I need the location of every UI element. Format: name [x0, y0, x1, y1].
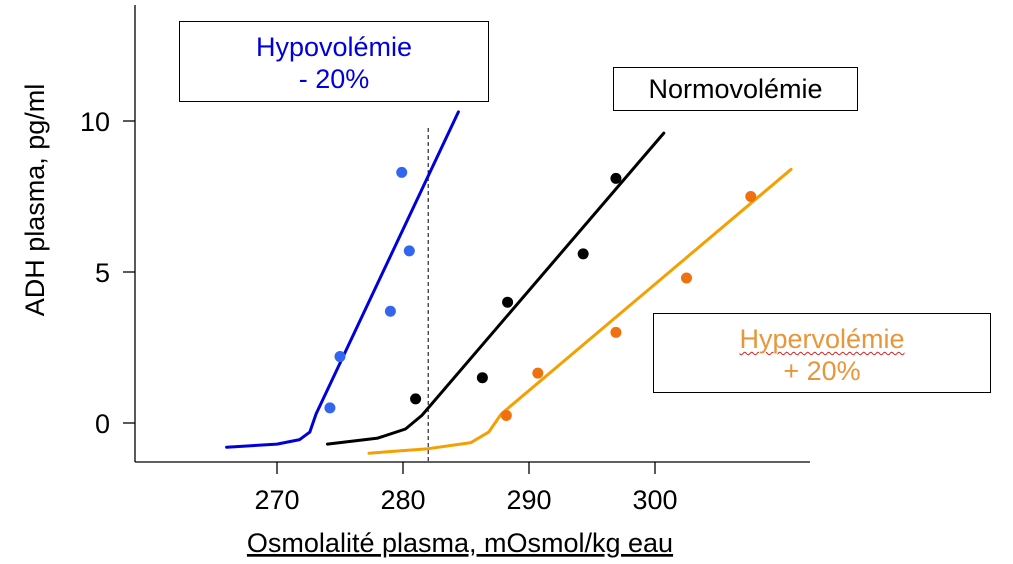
series-1-point [610, 172, 622, 184]
series-1-point [476, 372, 488, 384]
series-1-point [410, 393, 422, 405]
series-0-point [403, 245, 415, 257]
y-tick-label: 0 [95, 409, 110, 439]
legend-box-hypovolemia: Hypovolémie - 20% [179, 21, 489, 102]
y-axis-label: ADH plasma, pg/ml [20, 84, 50, 317]
series-2-point [681, 272, 692, 284]
series-0-point [384, 305, 396, 317]
x-tick-label: 270 [254, 485, 299, 515]
series-2-point [610, 326, 622, 338]
x-axis-label: Osmolalité plasma, mOsmol/kg eau [247, 528, 673, 558]
series-2-curve [367, 167, 793, 455]
series-0-curve [225, 110, 460, 449]
series-0-point [334, 351, 346, 363]
x-tick-label: 300 [632, 485, 677, 515]
legend-hypo-line-2: - 20% [298, 64, 370, 94]
series-1-curve [325, 131, 666, 446]
x-tick-label: 280 [380, 485, 425, 515]
series-0-point [396, 166, 408, 178]
x-tick-label: 290 [506, 485, 551, 515]
series-2-point [745, 191, 757, 202]
legend-hyper-line-2: + 20% [783, 356, 861, 386]
y-tick-label: 5 [95, 258, 110, 288]
y-tick-label: 10 [80, 107, 110, 137]
legend-normo-line-1: Normovolémie [648, 74, 823, 104]
legend-box-normovolemia: Normovolémie [613, 67, 858, 111]
legend-box-hypervolemia: Hypervolémie + 20% [653, 313, 991, 393]
series-0-point [324, 402, 336, 414]
series-1-point [577, 248, 589, 260]
series-1-point [502, 296, 514, 308]
series-2-point [532, 367, 544, 379]
legend-hypo-line-1: Hypovolémie [255, 32, 413, 62]
legend-hyper-line-1: Hypervolémie [739, 324, 905, 354]
series-2-point [500, 409, 512, 421]
